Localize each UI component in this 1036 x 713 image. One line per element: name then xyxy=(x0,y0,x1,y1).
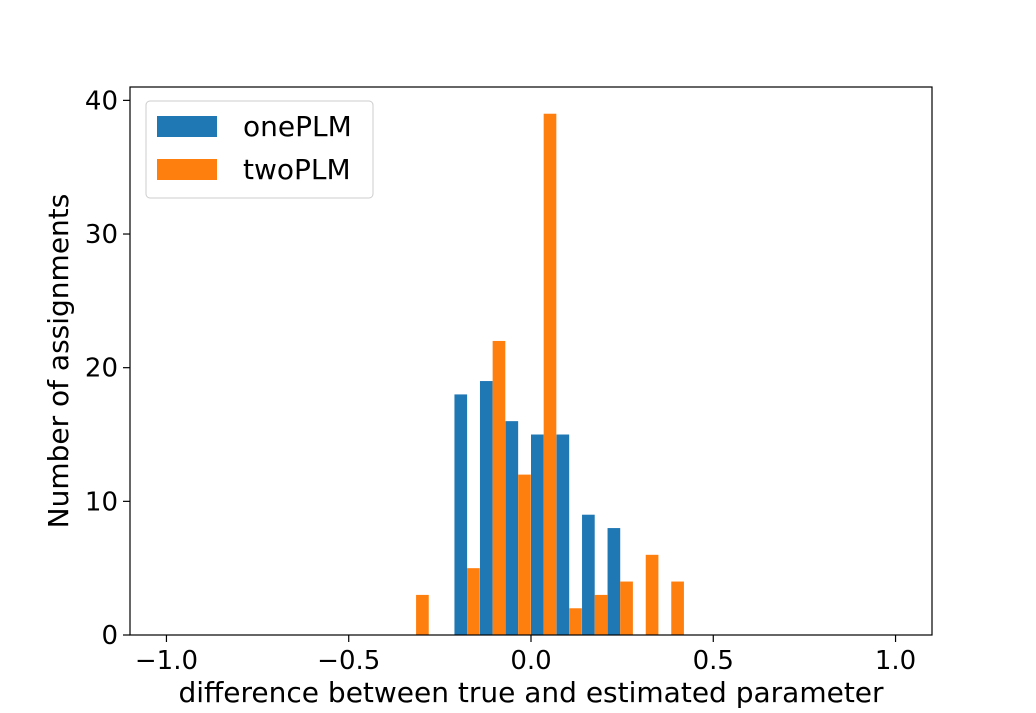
bar-onePLM-5 xyxy=(531,434,544,635)
bars-layer xyxy=(416,113,684,636)
x-tick-label: −1.0 xyxy=(135,646,198,676)
bar-twoPLM-10 xyxy=(671,581,684,635)
bar-twoPLM-6 xyxy=(569,608,582,635)
bar-twoPLM-7 xyxy=(594,594,608,635)
x-axis-ticks: −1.0 −0.5 0.0 0.5 1.0 xyxy=(135,635,916,676)
bar-onePLM-2 xyxy=(454,394,468,635)
bar-onePLM-4 xyxy=(505,421,519,635)
bar-twoPLM-5 xyxy=(543,113,557,636)
y-tick-label: 40 xyxy=(85,86,118,116)
x-tick-label: 1.0 xyxy=(875,646,916,676)
x-axis-label: difference between true and estimated pa… xyxy=(178,676,884,709)
bar-onePLM-7 xyxy=(582,514,595,635)
bar-twoPLM-2 xyxy=(467,568,480,635)
bar-twoPLM-8 xyxy=(620,581,633,635)
y-axis-label: Number of assignments xyxy=(42,194,75,529)
y-axis-ticks: 0 10 20 30 40 xyxy=(85,86,130,651)
x-tick-label: 0.0 xyxy=(510,646,551,676)
legend-label-onePLM: onePLM xyxy=(243,110,352,143)
bar-twoPLM-9 xyxy=(645,554,659,635)
bar-twoPLM-4 xyxy=(518,474,531,635)
x-tick-label: 0.5 xyxy=(693,646,734,676)
legend-swatch-onePLM xyxy=(157,116,217,137)
bar-twoPLM-0 xyxy=(416,594,429,635)
legend-label-twoPLM: twoPLM xyxy=(243,153,351,186)
bar-onePLM-8 xyxy=(607,528,621,635)
bar-twoPLM-3 xyxy=(492,340,506,635)
legend-swatch-twoPLM xyxy=(157,159,217,180)
bar-onePLM-3 xyxy=(479,381,493,635)
y-tick-label: 30 xyxy=(85,220,118,250)
y-tick-label: 0 xyxy=(101,621,118,651)
y-tick-label: 10 xyxy=(85,487,118,517)
bar-onePLM-6 xyxy=(556,434,570,635)
y-tick-label: 20 xyxy=(85,354,118,384)
legend: onePLM twoPLM xyxy=(145,100,374,199)
x-tick-label: −0.5 xyxy=(317,646,380,676)
